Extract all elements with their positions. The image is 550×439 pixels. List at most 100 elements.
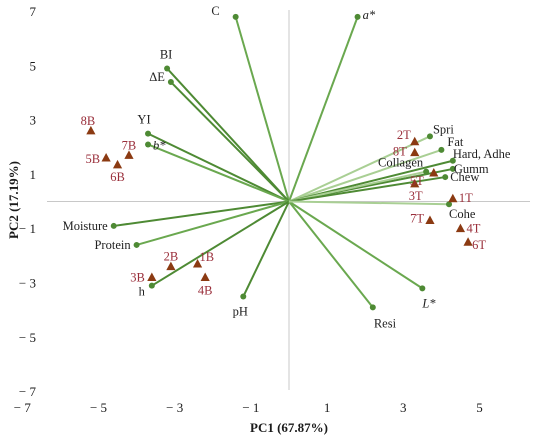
sample-label: 7T [410, 212, 424, 226]
loading-vector [166, 67, 290, 203]
loading-label: Spri [433, 122, 454, 136]
loading-point [145, 130, 152, 137]
loading-vector [288, 200, 374, 309]
loading-label: Moisture [63, 219, 109, 233]
sample-marker [147, 272, 157, 282]
loading-point [110, 222, 117, 229]
x-tick-label: − 3 [166, 400, 183, 415]
loading-label: Hard, Adhe [453, 147, 511, 161]
loading-label: a* [363, 8, 376, 22]
loading-vectors [110, 13, 456, 311]
loading-label: pH [233, 305, 248, 319]
sample-label: 1T [459, 191, 473, 205]
y-axis-title: PC2 (17.19%) [6, 161, 21, 239]
x-tick-label: 5 [476, 400, 483, 415]
loading-vector [288, 176, 446, 203]
loading-vector [288, 200, 450, 206]
y-tick-label: 3 [30, 113, 37, 128]
sample-label: 5T [410, 174, 424, 188]
y-tick-label: − 1 [19, 221, 36, 236]
loading-vector [242, 201, 290, 297]
sample-marker [166, 261, 176, 271]
loading-label: Gumm [454, 162, 489, 176]
y-tick-label: 1 [30, 167, 37, 182]
loading-vector [147, 143, 290, 203]
loading-point [232, 13, 239, 20]
loading-vector [136, 200, 290, 246]
y-tick-label: 5 [30, 58, 37, 73]
loading-point [133, 241, 140, 248]
loading-point [240, 293, 247, 300]
loading-label: BI [160, 47, 173, 61]
loading-label: b* [153, 138, 166, 152]
loading-point [167, 79, 174, 86]
sample-marker [124, 150, 134, 159]
loading-vector [288, 170, 427, 203]
loading-label: ΔE [149, 70, 165, 84]
loading-point [354, 13, 361, 20]
loading-label: C [211, 4, 219, 18]
loading-point [449, 157, 456, 164]
loading-point [369, 304, 376, 311]
sample-marker [410, 136, 420, 146]
sample-label: 8T [393, 145, 407, 159]
loading-label: YI [137, 113, 150, 127]
loading-vector [234, 16, 290, 202]
loading-label: Cohe [449, 207, 476, 221]
sample-label: 6B [110, 170, 125, 184]
y-tick-label: 7 [30, 4, 37, 19]
loading-point [442, 174, 449, 181]
sample-label: 3T [409, 189, 423, 203]
x-tick-label: − 1 [242, 400, 259, 415]
sample-marker [410, 147, 420, 157]
sample-label: 2B [164, 250, 179, 264]
sample-marker [463, 237, 473, 246]
loading-point [419, 285, 426, 292]
sample-marker [112, 159, 123, 169]
loading-point [164, 65, 171, 72]
sample-label: 8B [81, 114, 96, 128]
sample-marker [429, 167, 439, 177]
sample-label: 5B [86, 152, 101, 166]
sample-marker [448, 193, 458, 203]
loading-point [423, 168, 430, 175]
loading-label: Collagen [378, 156, 424, 170]
x-tick-label: − 5 [90, 400, 107, 415]
sample-label: 3B [130, 271, 145, 285]
loading-vector [170, 81, 290, 203]
sample-label: 4B [198, 284, 213, 298]
sample-label: 7B [122, 138, 137, 152]
loading-vector [151, 200, 290, 287]
sample-marker [101, 153, 111, 162]
loading-point [145, 141, 152, 148]
loading-vector [113, 200, 290, 227]
sample-label: 6T [472, 238, 486, 252]
loading-vector [288, 135, 431, 203]
loading-vector [147, 132, 290, 203]
loading-label: Fat [447, 135, 464, 149]
sample-label: 4T [466, 222, 480, 236]
axes: − 7− 5− 3− 113577531− 1− 3− 5− 7 [14, 4, 530, 415]
loading-vector [288, 148, 442, 203]
x-axis-title: PC1 (67.87%) [250, 420, 328, 435]
loading-vector [288, 200, 423, 290]
sample-label: 2T [397, 128, 411, 142]
y-tick-label: − 3 [19, 275, 36, 290]
x-tick-label: 1 [324, 400, 331, 415]
loading-label: L* [421, 296, 436, 310]
sample-marker [455, 223, 466, 233]
sample-marker [200, 272, 210, 282]
y-tick-label: − 5 [19, 330, 36, 345]
loading-label: Protein [94, 238, 131, 252]
sample-marker [425, 215, 435, 225]
sample-marker [86, 125, 96, 135]
loading-point [449, 165, 456, 172]
sample-marker [192, 258, 203, 268]
sample-marker [410, 178, 420, 188]
sample-markers [86, 125, 473, 282]
loading-label: Chew [450, 170, 479, 184]
x-tick-label: 3 [400, 400, 407, 415]
y-tick-label: − 7 [19, 384, 37, 399]
